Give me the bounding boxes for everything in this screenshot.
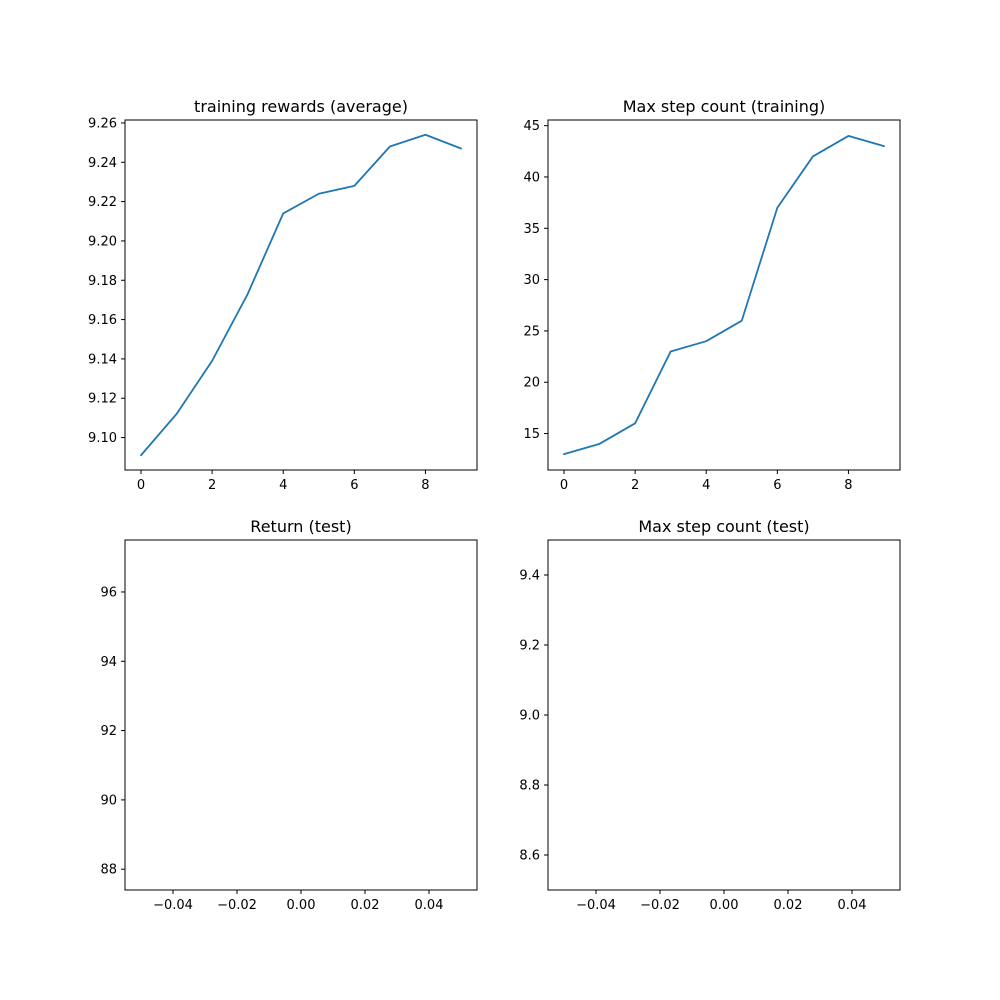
y-tick-label: 9.16 <box>88 313 117 328</box>
y-tick-label: 9.2 <box>519 639 540 654</box>
axes-frame <box>124 119 478 471</box>
x-tick-label: −0.02 <box>217 898 257 913</box>
x-tick-label: 0 <box>137 478 145 493</box>
y-tick-label: 88 <box>100 863 117 878</box>
chart-title: training rewards (average) <box>194 97 408 116</box>
panel-return-test: Return (test) −0.04 −0.02 0.00 0.02 0.04 88 90… <box>100 517 478 913</box>
x-tick-label: 0 <box>560 478 568 493</box>
panel-max-step-training: Max step count (training) 0 2 4 6 8 15 20 25 30 3… <box>523 97 901 493</box>
y-tick-label: 20 <box>523 376 540 391</box>
y-tick-label: 30 <box>523 273 540 288</box>
y-tick-label: 94 <box>100 655 117 670</box>
y-tick-label: 9.12 <box>88 392 117 407</box>
x-tick-label: 2 <box>208 478 216 493</box>
y-tick-label: 9.10 <box>88 431 117 446</box>
y-tick-label: 45 <box>523 119 540 134</box>
y-tick-label: 8.6 <box>519 849 540 864</box>
y-tick-label: 90 <box>100 793 117 808</box>
y-tick-label: 9.14 <box>88 352 117 367</box>
y-tick-label: 40 <box>523 170 540 185</box>
x-tick-label: 0.04 <box>415 898 444 913</box>
panel-max-step-test: Max step count (test) −0.04 −0.02 0.00 0.02… <box>519 517 901 913</box>
y-tick-label: 9.0 <box>519 709 540 724</box>
x-tick-label: 8 <box>844 478 852 493</box>
chart-title: Max step count (training) <box>623 97 826 116</box>
x-tick-label: 8 <box>421 478 429 493</box>
y-tick-label: 9.26 <box>88 116 117 131</box>
chart-title: Max step count (test) <box>638 517 809 536</box>
x-tick-label: 6 <box>350 478 358 493</box>
x-tick-label: 0.02 <box>351 898 380 913</box>
y-tick-label: 25 <box>523 324 540 339</box>
y-tick-label: 9.18 <box>88 274 117 289</box>
y-tick-label: 35 <box>523 222 540 237</box>
axes-frame <box>547 539 901 891</box>
y-tick-label: 8.8 <box>519 779 540 794</box>
y-tick-label: 92 <box>100 724 117 739</box>
x-tick-label: 0.00 <box>710 898 739 913</box>
x-tick-label: 0.04 <box>838 898 867 913</box>
x-tick-label: 0.00 <box>287 898 316 913</box>
series-line <box>140 133 462 457</box>
x-tick-label: −0.04 <box>576 898 616 913</box>
chart-title: Return (test) <box>250 517 351 536</box>
panel-training-rewards: training rewards (average) 0 2 4 6 8 9.10 9.12… <box>88 97 478 493</box>
y-tick-label: 15 <box>523 427 540 442</box>
x-tick-label: 4 <box>702 478 710 493</box>
x-tick-label: 0.02 <box>774 898 803 913</box>
y-tick-label: 96 <box>100 585 117 600</box>
y-tick-label: 9.22 <box>88 195 117 210</box>
y-tick-label: 9.20 <box>88 234 117 249</box>
axes-frame <box>124 539 478 891</box>
x-tick-label: −0.02 <box>640 898 680 913</box>
x-tick-label: 6 <box>773 478 781 493</box>
y-tick-label: 9.24 <box>88 156 117 171</box>
axes-frame <box>547 119 901 471</box>
x-tick-label: 2 <box>631 478 639 493</box>
x-tick-label: 4 <box>279 478 287 493</box>
x-tick-label: −0.04 <box>153 898 193 913</box>
series-line <box>563 135 885 455</box>
y-tick-label: 9.4 <box>519 569 540 584</box>
